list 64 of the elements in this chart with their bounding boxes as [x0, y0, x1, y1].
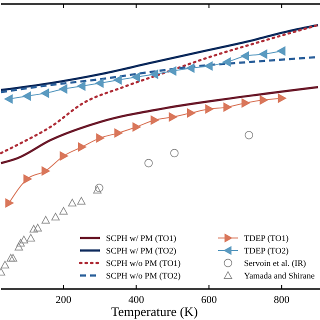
point — [77, 196, 86, 205]
point — [93, 186, 102, 194]
point — [58, 84, 68, 94]
point — [95, 78, 104, 88]
point — [5, 198, 14, 208]
point — [278, 94, 286, 103]
legend-label: Yamada and Shirane — [244, 270, 315, 281]
point — [223, 102, 232, 112]
legend-label: SCPH w/ PM (TO1) — [106, 233, 176, 244]
point — [22, 91, 31, 101]
point — [150, 70, 158, 79]
point — [132, 72, 140, 82]
point — [258, 50, 268, 59]
point — [96, 133, 104, 143]
point — [0, 260, 10, 268]
point — [168, 66, 176, 76]
legend-label: SCPH w/o PM (TO2) — [106, 270, 181, 281]
point — [6, 254, 16, 262]
x-tick-label: 400 — [128, 295, 144, 306]
point — [222, 57, 231, 67]
point — [277, 46, 286, 56]
point — [242, 98, 250, 108]
point — [8, 254, 18, 262]
point — [114, 128, 123, 138]
point — [168, 112, 178, 122]
point — [59, 206, 68, 215]
point — [26, 234, 36, 242]
point — [144, 158, 153, 168]
point — [94, 184, 104, 192]
point — [40, 88, 50, 98]
legend-label: Servoin et al. (IR) — [244, 258, 306, 268]
point — [113, 75, 122, 85]
point — [60, 151, 68, 161]
legend-label: SCPH w/ PM (TO2) — [106, 246, 176, 256]
point — [260, 95, 268, 105]
point — [187, 108, 196, 118]
point — [186, 64, 195, 73]
point — [34, 224, 42, 232]
point — [244, 130, 254, 140]
point — [20, 236, 28, 244]
point — [30, 224, 38, 233]
point — [42, 166, 50, 176]
legend-label: TDEP (TO2) — [244, 246, 289, 256]
x-tick-label: 200 — [56, 295, 72, 306]
point — [170, 148, 179, 158]
point — [23, 174, 32, 184]
point — [205, 104, 214, 114]
point — [42, 216, 50, 224]
x-tick-label: 800 — [274, 295, 290, 306]
point — [51, 212, 60, 220]
legend-label: TDEP (TO1) — [244, 233, 289, 244]
point — [77, 81, 86, 91]
x-axis-title: Temperature (K) — [111, 304, 198, 319]
point — [78, 142, 86, 152]
point — [204, 61, 213, 71]
point — [240, 51, 250, 61]
point — [4, 94, 13, 104]
x-tick-label: 600 — [201, 295, 217, 306]
point — [68, 198, 76, 206]
point — [16, 238, 25, 247]
point — [132, 122, 141, 132]
point — [14, 242, 24, 250]
point — [150, 116, 160, 125]
legend-label: SCPH w/o PM (TO1) — [106, 258, 181, 268]
